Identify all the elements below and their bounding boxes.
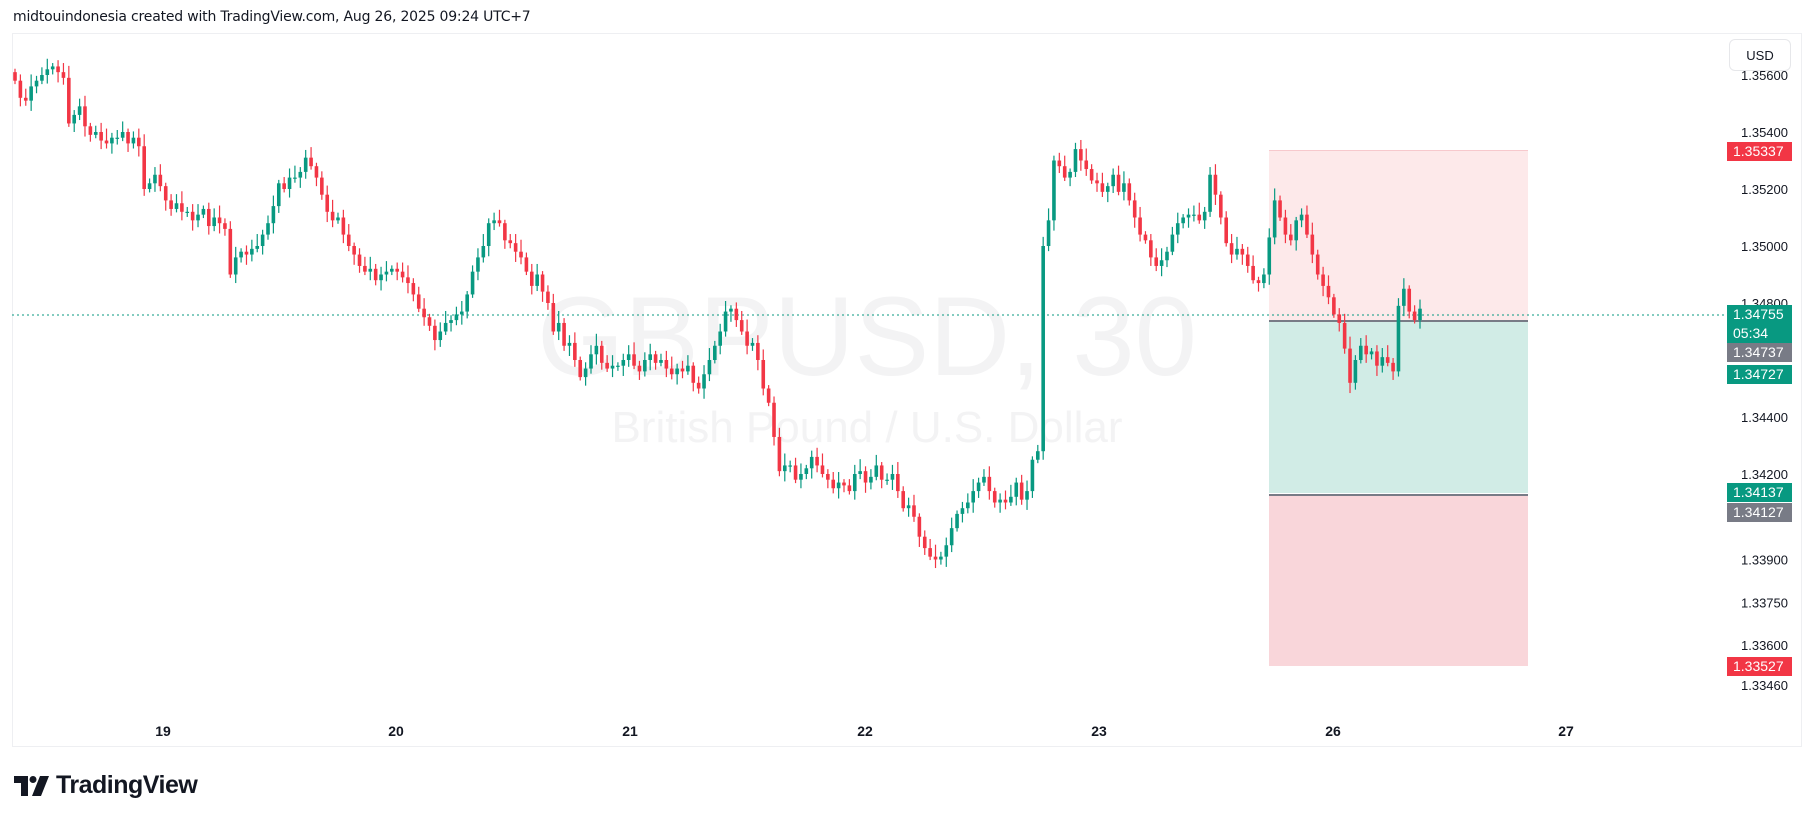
price-tag-value: 1.34755 xyxy=(1733,306,1784,322)
time-axis-label: 19 xyxy=(155,723,171,739)
symbol-watermark: GBPUSD, 30 xyxy=(537,274,1197,399)
time-axis-label: 21 xyxy=(622,723,638,739)
price-axis-label: 1.33600 xyxy=(1741,638,1788,653)
price-axis-label: 1.35000 xyxy=(1741,239,1788,254)
price-axis-label: 1.33900 xyxy=(1741,553,1788,568)
price-axis-label: 1.35400 xyxy=(1741,125,1788,140)
time-axis-label: 26 xyxy=(1325,723,1341,739)
price-axis-label: 1.34400 xyxy=(1741,410,1788,425)
lower-zone[interactable] xyxy=(1269,494,1528,666)
price-tag-value: 1.34127 xyxy=(1733,504,1784,520)
price-axis-label: 1.33750 xyxy=(1741,595,1788,610)
target-line xyxy=(1269,494,1528,496)
tradingview-logo: TradingView xyxy=(14,771,198,800)
price-tag-value: 1.34727 xyxy=(1733,366,1784,382)
price-axis-label: 1.33460 xyxy=(1741,678,1788,693)
price-tag-value: 1.35337 xyxy=(1733,143,1784,159)
price-axis[interactable]: 1.356001.354001.352001.350001.348001.344… xyxy=(1741,68,1788,693)
time-axis-label: 27 xyxy=(1558,723,1574,739)
attribution-header: midtouindonesia created with TradingView… xyxy=(13,9,531,25)
stop-loss-line xyxy=(1269,150,1528,151)
time-axis-label: 23 xyxy=(1091,723,1107,739)
price-tag-target2: 1.34127 xyxy=(1727,503,1792,522)
price-tag-target: 1.34137 xyxy=(1727,483,1792,502)
candles-group xyxy=(13,58,1422,569)
tradingview-logo-icon xyxy=(14,775,49,796)
price-tag-entry: 1.34737 xyxy=(1727,343,1792,362)
price-tag-last: 1.34755 05:34 xyxy=(1727,305,1792,343)
stop-loss-zone[interactable] xyxy=(1269,150,1528,320)
symbol-description-watermark: British Pound / U.S. Dollar xyxy=(611,403,1122,452)
price-tag-bid: 1.34727 xyxy=(1727,365,1792,384)
time-axis[interactable]: 19 20 21 22 23 26 27 xyxy=(155,723,1574,739)
price-axis-label: 1.35600 xyxy=(1741,68,1788,83)
price-tag-value: 1.34137 xyxy=(1733,484,1784,500)
bar-countdown: 05:34 xyxy=(1733,325,1769,341)
time-axis-label: 22 xyxy=(857,723,873,739)
time-axis-label: 20 xyxy=(388,723,404,739)
price-tag-stop: 1.35337 xyxy=(1727,142,1792,161)
chart-frame xyxy=(12,33,1802,747)
tradingview-logo-text: TradingView xyxy=(56,771,198,799)
price-tag-value: 1.34737 xyxy=(1733,344,1784,360)
price-tag-lower: 1.33527 xyxy=(1727,657,1792,676)
price-tag-value: 1.33527 xyxy=(1733,658,1784,674)
price-axis-label: 1.34200 xyxy=(1741,467,1788,482)
currency-button[interactable]: USD xyxy=(1729,39,1791,71)
price-axis-label: 1.35200 xyxy=(1741,182,1788,197)
